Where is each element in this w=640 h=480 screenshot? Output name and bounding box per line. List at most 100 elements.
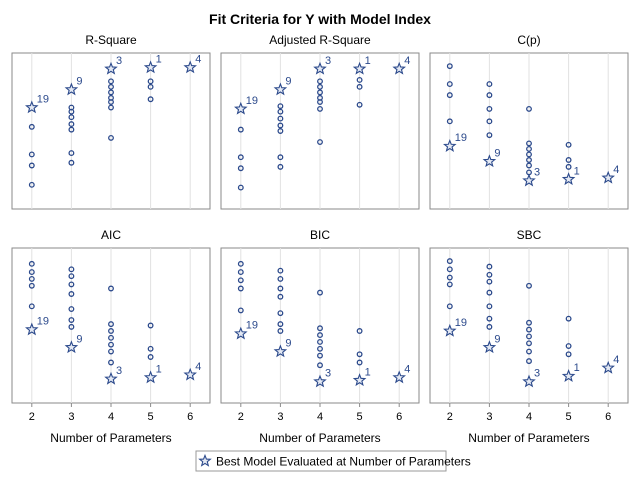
- data-point: [356, 359, 363, 366]
- data-point: [108, 104, 114, 111]
- best-model-label: 19: [455, 317, 467, 329]
- data-point: [317, 94, 323, 101]
- best-model-label: 9: [285, 338, 291, 350]
- data-point: [237, 165, 244, 172]
- best-model-label: 19: [246, 95, 258, 107]
- data-point: [147, 322, 154, 329]
- data-point: [446, 258, 453, 265]
- best-model-star: [443, 139, 457, 152]
- data-point: [526, 105, 532, 112]
- best-model-star: [601, 170, 615, 184]
- best-model-label: 1: [156, 54, 162, 66]
- data-point: [108, 134, 114, 141]
- data-point: [526, 282, 532, 289]
- best-model-label: 3: [534, 368, 540, 380]
- x-tick-label: 2: [29, 411, 35, 423]
- panel-sbc: SBC 19 9 3 1 4 2 3 4 5 6: [429, 228, 629, 423]
- best-model-star: [392, 61, 406, 75]
- data-point: [108, 341, 114, 348]
- data-point: [28, 123, 35, 130]
- data-point: [356, 328, 363, 334]
- data-point: [277, 122, 284, 129]
- data-point: [486, 118, 493, 125]
- best-model-star: [273, 82, 288, 96]
- data-point: [486, 323, 493, 330]
- data-point: [317, 89, 323, 96]
- best-model-star: [25, 100, 39, 114]
- data-point: [68, 104, 75, 111]
- x-axis-titles: Number of Parameters Number of Parameters…: [50, 431, 589, 445]
- data-point: [277, 163, 284, 170]
- data-point: [565, 163, 572, 170]
- data-point: [108, 359, 114, 366]
- data-point: [147, 78, 154, 85]
- panel-title: AIC: [101, 228, 121, 242]
- data-point: [446, 274, 453, 281]
- x-tick-label: 4: [526, 411, 532, 423]
- best-model-label: 1: [156, 364, 162, 376]
- data-point: [526, 333, 532, 340]
- best-model-star: [64, 340, 79, 354]
- best-model-star: [601, 360, 615, 374]
- data-point: [28, 151, 35, 158]
- data-point: [317, 325, 323, 332]
- x-tick-label: 4: [317, 411, 323, 423]
- best-model-label: 3: [325, 55, 331, 67]
- x-tick-label: 3: [277, 411, 283, 423]
- panel-title: R-Square: [85, 33, 137, 47]
- data-point: [526, 157, 532, 163]
- data-point: [28, 269, 35, 276]
- data-point: [565, 157, 572, 163]
- data-point: [317, 338, 323, 345]
- best-model-star: [443, 323, 457, 337]
- data-point: [356, 83, 363, 90]
- best-model-star: [482, 154, 497, 168]
- best-model-label: 9: [76, 76, 82, 88]
- data-point: [526, 319, 532, 326]
- best-model-label: 3: [116, 55, 122, 67]
- data-point: [237, 269, 244, 276]
- legend-label: Best Model Evaluated at Number of Parame…: [216, 455, 471, 469]
- data-point: [317, 332, 323, 339]
- data-point: [486, 105, 493, 112]
- data-point: [68, 317, 75, 323]
- data-point: [486, 132, 493, 139]
- panel-r-square: R-Square 19 9 3 1 4: [11, 33, 211, 210]
- data-point: [28, 260, 35, 267]
- best-model-star: [561, 369, 576, 382]
- data-point: [108, 285, 114, 292]
- best-model-label: 19: [246, 320, 258, 332]
- data-point: [446, 303, 453, 310]
- data-point: [317, 78, 323, 85]
- x-tick-label: 4: [108, 411, 114, 423]
- best-model-label: 9: [494, 333, 500, 345]
- data-point: [108, 94, 114, 101]
- x-axis-title: Number of Parameters: [259, 431, 380, 445]
- best-model-label: 19: [455, 132, 467, 144]
- data-point: [486, 81, 493, 88]
- data-point: [68, 281, 75, 288]
- data-point: [277, 285, 284, 292]
- legend-star-marker: [198, 453, 212, 467]
- best-model-star: [352, 61, 367, 75]
- best-model-label: 4: [195, 54, 201, 66]
- data-point: [28, 282, 35, 289]
- data-point: [277, 128, 284, 134]
- data-point: [68, 114, 75, 121]
- best-model-star: [392, 370, 406, 384]
- data-point: [317, 105, 323, 112]
- best-model-star: [104, 61, 118, 75]
- data-point: [486, 315, 493, 322]
- data-point: [526, 340, 532, 347]
- data-point: [68, 306, 75, 313]
- data-point: [277, 275, 284, 282]
- data-point: [446, 81, 453, 88]
- data-point: [147, 83, 154, 90]
- data-point: [526, 151, 532, 158]
- best-model-label: 4: [195, 361, 201, 373]
- x-axis-title: Number of Parameters: [50, 431, 171, 445]
- data-point: [486, 271, 493, 278]
- data-point: [68, 273, 75, 280]
- data-point: [526, 348, 532, 355]
- best-model-label: 4: [404, 364, 410, 376]
